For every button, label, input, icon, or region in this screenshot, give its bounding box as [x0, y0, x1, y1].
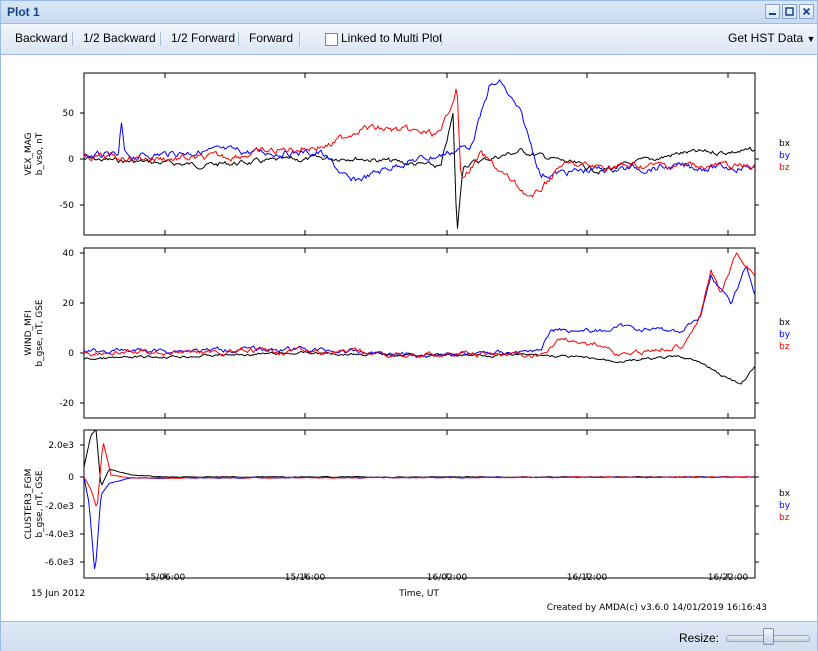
- panel-frame: [83, 429, 756, 579]
- plot-area: 50 0 -50 VEX_MAG b_vso, nT bx by bz 40 20 0 -20 WIND…: [1, 55, 817, 621]
- series-line-bz: [84, 88, 755, 198]
- series-line-bz: [84, 252, 755, 359]
- window-titlebar: Plot 1: [1, 1, 817, 24]
- y-tick-label: 0: [68, 473, 74, 483]
- y-tick-label: -50: [59, 201, 74, 211]
- bottom-bar: Resize:: [1, 621, 817, 651]
- resize-label: Resize:: [679, 631, 720, 645]
- half-backward-button[interactable]: 1/2 Backward: [83, 31, 156, 45]
- toolbar-separator: [160, 32, 161, 46]
- y-axis-unit-label: b_vso, nT: [35, 132, 45, 175]
- toolbar-separator: [299, 32, 300, 46]
- toolbar-separator: [441, 32, 442, 46]
- y-axis-unit-label: b_gse, nT, GSE: [35, 299, 45, 366]
- toolbar-separator: [238, 32, 239, 46]
- series-line-bz: [84, 443, 755, 508]
- toolbar-separator: [72, 32, 73, 46]
- legend-item-bz: bz: [779, 513, 790, 523]
- panel-1: 50 0 -50 VEX_MAG b_vso, nT bx by bz: [24, 72, 791, 236]
- panel-frame: [83, 247, 756, 419]
- y-tick-label: -6.0e3: [45, 558, 74, 568]
- window-title: Plot 1: [7, 5, 40, 19]
- legend-item-by: by: [779, 501, 791, 511]
- legend-item-bx: bx: [779, 489, 791, 499]
- x-tick-label: 15/06:00: [145, 573, 186, 583]
- created-by-label: Created by AMDA(c) v3.6.0 14/01/2019 16:…: [547, 603, 767, 613]
- y-tick-label: -4.0e3: [45, 530, 74, 540]
- legend-item-bz: bz: [779, 163, 790, 173]
- linked-multiplot-checkbox[interactable]: [325, 33, 338, 46]
- close-icon[interactable]: [799, 4, 814, 19]
- y-tick-label: 40: [63, 249, 75, 259]
- forward-button[interactable]: Forward: [249, 31, 294, 45]
- x-tick-label: 16/02:00: [427, 573, 468, 583]
- series-line-bx: [84, 113, 755, 229]
- y-tick-label: 20: [63, 299, 75, 309]
- y-axis-label: VEX_MAG: [24, 132, 34, 175]
- legend-item-bz: bz: [779, 342, 790, 352]
- date-label: 15 Jun 2012: [31, 589, 85, 599]
- panel-3: 2.0e3 0 -2.0e3 -4.0e3 -6.0e3 CLUSTER3_FGM b_gs…: [24, 429, 791, 579]
- x-tick-label: 16/22:00: [708, 573, 749, 583]
- legend-item-by: by: [779, 330, 791, 340]
- get-hst-data-label: Get HST Data: [728, 31, 804, 45]
- maximize-icon[interactable]: [782, 4, 797, 19]
- get-hst-data-button[interactable]: Get HST Data ▼: [728, 31, 815, 45]
- series-line-by: [84, 78, 755, 182]
- linked-multiplot-label: Linked to Multi Plot: [341, 31, 443, 45]
- y-axis-label: CLUSTER3_FGM: [24, 469, 34, 540]
- y-axis-unit-label: b_gse, nT, GSE: [35, 470, 45, 537]
- y-axis-label: WIND_MFI: [24, 310, 34, 355]
- legend-item-by: by: [779, 151, 791, 161]
- minimize-icon[interactable]: [765, 4, 780, 19]
- y-tick-label: 0: [68, 349, 74, 359]
- panel-frame: [83, 72, 756, 236]
- chevron-down-icon: ▼: [806, 34, 816, 44]
- y-tick-label: 50: [63, 109, 75, 119]
- x-tick-label: 15/16:00: [285, 573, 326, 583]
- half-forward-button[interactable]: 1/2 Forward: [171, 31, 236, 45]
- x-tick-label: 16/12:00: [567, 573, 608, 583]
- y-tick-label: -2.0e3: [45, 502, 74, 512]
- plot-toolbar: Backward 1/2 Backward 1/2 Forward Forwar…: [1, 24, 817, 55]
- legend-item-bx: bx: [779, 139, 791, 149]
- x-axis-label: Time, UT: [398, 589, 439, 599]
- backward-button[interactable]: Backward: [15, 31, 68, 45]
- legend-item-bx: bx: [779, 318, 791, 328]
- y-tick-label: 0: [68, 155, 74, 165]
- resize-slider-thumb[interactable]: [763, 628, 774, 645]
- y-tick-label: -20: [59, 399, 74, 409]
- y-tick-label: 2.0e3: [48, 441, 74, 451]
- panel-2: 40 20 0 -20 WIND_MFI b_gse, nT, GSE bx by bz: [24, 247, 791, 419]
- plot-canvas: 50 0 -50 VEX_MAG b_vso, nT bx by bz 40 20 0 -20 WIND…: [24, 72, 791, 613]
